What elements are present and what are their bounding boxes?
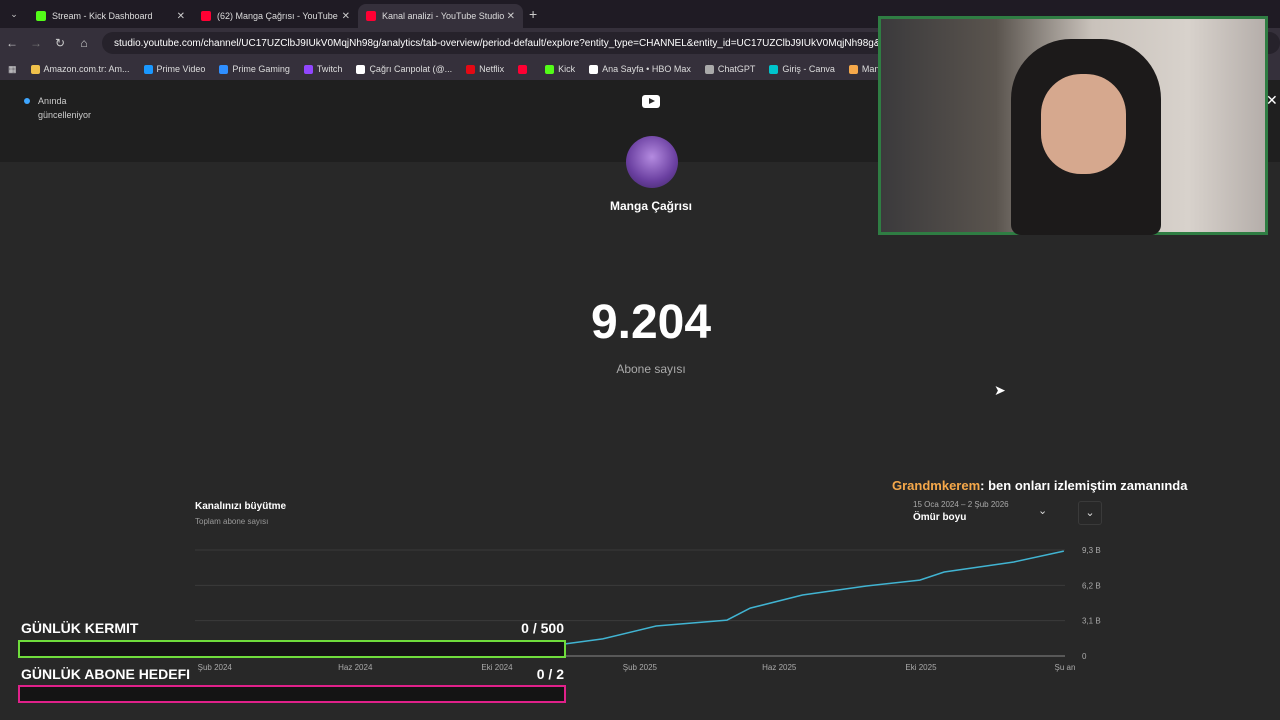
kick-icon bbox=[36, 11, 46, 21]
bookmark-label: Amazon.com.tr: Am... bbox=[43, 64, 130, 74]
x-tick-label: Haz 2024 bbox=[338, 663, 373, 672]
bookmark-icon bbox=[589, 64, 599, 74]
x-tick-label: Eki 2025 bbox=[905, 663, 937, 672]
period-select[interactable]: Ömür boyu bbox=[913, 512, 967, 523]
goal2-progress-bar bbox=[18, 685, 566, 703]
tab-label: (62) Manga Çağrısı - YouTube bbox=[217, 11, 338, 21]
subscriber-label: Abone sayısı bbox=[616, 362, 686, 376]
bookmark-item[interactable]: Giriş - Canva bbox=[769, 64, 835, 74]
forward-icon[interactable]: → bbox=[30, 36, 42, 50]
streamer-face bbox=[1041, 74, 1126, 174]
bookmark-item[interactable]: Twitch bbox=[303, 64, 343, 74]
goal1-label: GÜNLÜK KERMIT bbox=[21, 620, 139, 636]
chat-message: Grandmkerem: ben onları izlemiştim zaman… bbox=[892, 478, 1187, 493]
bookmark-label: Giriş - Canva bbox=[782, 64, 835, 74]
reload-icon[interactable]: ↻ bbox=[54, 36, 66, 50]
close-tab-icon[interactable]: ✕ bbox=[176, 10, 185, 22]
y-tick-label: 0 bbox=[1082, 652, 1087, 661]
bookmark-item[interactable]: Kick bbox=[545, 64, 575, 74]
bookmark-label: Prime Gaming bbox=[232, 64, 290, 74]
y-tick-label: 9,3 B bbox=[1082, 546, 1101, 555]
youtube-studio-icon bbox=[366, 11, 376, 21]
bookmark-label: Ana Sayfa • HBO Max bbox=[602, 64, 691, 74]
bookmark-label: Kick bbox=[558, 64, 576, 74]
bookmark-label: Twitch bbox=[316, 64, 343, 74]
webcam-overlay bbox=[878, 16, 1268, 235]
tab-label: Stream - Kick Dashboard bbox=[52, 11, 153, 21]
bookmark-label: Netflix bbox=[479, 64, 505, 74]
x-tick-label: Şub 2025 bbox=[623, 663, 658, 672]
bookmark-item[interactable]: Ana Sayfa • HBO Max bbox=[589, 64, 691, 74]
tab-youtube[interactable]: (62) Manga Çağrısı - YouTube ✕ bbox=[193, 4, 358, 28]
youtube-icon bbox=[201, 11, 211, 21]
live-dot-icon bbox=[24, 98, 30, 104]
bookmark-icon bbox=[545, 64, 555, 74]
y-tick-label: 6,2 B bbox=[1082, 581, 1101, 590]
back-icon[interactable]: ← bbox=[6, 36, 18, 50]
chevron-down-icon[interactable]: ⌄ bbox=[1038, 505, 1048, 517]
bookmark-icon bbox=[518, 64, 528, 74]
goal1-value: 0 / 500 bbox=[521, 620, 564, 636]
live-label-2: güncelleniyor bbox=[38, 110, 92, 120]
close-tab-icon[interactable]: ✕ bbox=[506, 10, 515, 22]
url-text: studio.youtube.com/channel/UC17UZClbJ9IU… bbox=[114, 37, 900, 49]
bookmark-label: Prime Video bbox=[156, 64, 206, 74]
tab-bar: ⌄ Stream - Kick Dashboard ✕ (62) Manga Ça… bbox=[0, 0, 1280, 28]
youtube-logo-icon[interactable] bbox=[642, 95, 660, 108]
x-tick-label: Haz 2025 bbox=[762, 663, 797, 672]
bookmark-icon bbox=[303, 64, 313, 74]
tab-label: Kanal analizi - YouTube Studio bbox=[382, 11, 505, 21]
channel-avatar[interactable] bbox=[626, 136, 678, 188]
y-tick-label: 3,1 B bbox=[1082, 617, 1101, 626]
tab-search-icon[interactable]: ⌄ bbox=[10, 8, 18, 19]
goal2-value: 0 / 2 bbox=[536, 666, 564, 682]
x-tick-label: Şu an bbox=[1055, 663, 1076, 672]
bookmark-icon bbox=[143, 64, 153, 74]
mouse-cursor-icon: ➤ bbox=[994, 382, 1006, 398]
bookmark-icon bbox=[848, 64, 858, 74]
tab-kick-dashboard[interactable]: Stream - Kick Dashboard ✕ bbox=[28, 4, 193, 28]
bookmark-item[interactable]: Prime Video bbox=[143, 64, 206, 74]
goal1-progress-bar bbox=[18, 640, 566, 658]
close-tab-icon[interactable]: ✕ bbox=[341, 10, 350, 22]
bookmark-item[interactable]: Amazon.com.tr: Am... bbox=[30, 64, 130, 74]
bookmark-item[interactable]: Çağrı Canpolat (@... bbox=[356, 64, 452, 74]
home-icon[interactable]: ⌂ bbox=[80, 36, 88, 50]
bookmark-icon bbox=[30, 64, 40, 74]
chart-subtitle: Toplam abone sayısı bbox=[195, 517, 269, 526]
close-icon[interactable]: ✕ bbox=[1266, 92, 1278, 108]
x-tick-label: Eki 2024 bbox=[481, 663, 513, 672]
bookmark-item[interactable] bbox=[518, 64, 531, 74]
bookmark-icon bbox=[356, 64, 366, 74]
channel-name: Manga Çağrısı bbox=[609, 199, 693, 213]
expand-button[interactable]: ⌄ bbox=[1078, 501, 1102, 525]
bookmark-item[interactable]: Prime Gaming bbox=[219, 64, 290, 74]
bookmark-icon bbox=[219, 64, 229, 74]
chart-title: Kanalınızı büyütme bbox=[195, 501, 287, 512]
bookmark-item[interactable]: Netflix bbox=[466, 64, 504, 74]
new-tab-button[interactable]: + bbox=[529, 6, 538, 22]
live-update-indicator: Anında güncelleniyor bbox=[24, 94, 91, 122]
chat-username: Grandmkerem bbox=[892, 478, 981, 493]
bookmark-icon bbox=[466, 64, 476, 74]
bookmark-label: Çağrı Canpolat (@... bbox=[369, 64, 453, 74]
bookmark-item[interactable]: ChatGPT bbox=[704, 64, 756, 74]
subscriber-count: 9.204 bbox=[590, 296, 712, 349]
x-tick-label: Şub 2024 bbox=[198, 663, 233, 672]
apps-icon[interactable]: ▦ bbox=[8, 63, 17, 74]
bookmark-label: ChatGPT bbox=[717, 64, 756, 74]
chat-text: : ben onları izlemiştim zamanında bbox=[980, 478, 1188, 493]
live-label: Anında bbox=[38, 96, 67, 106]
bookmark-icon bbox=[769, 64, 779, 74]
tab-youtube-studio[interactable]: Kanal analizi - YouTube Studio ✕ bbox=[358, 4, 523, 28]
date-range: 15 Oca 2024 – 2 Şub 2026 bbox=[913, 500, 1009, 509]
bookmark-icon bbox=[704, 64, 714, 74]
goal2-label: GÜNLÜK ABONE HEDEFI bbox=[21, 666, 191, 682]
